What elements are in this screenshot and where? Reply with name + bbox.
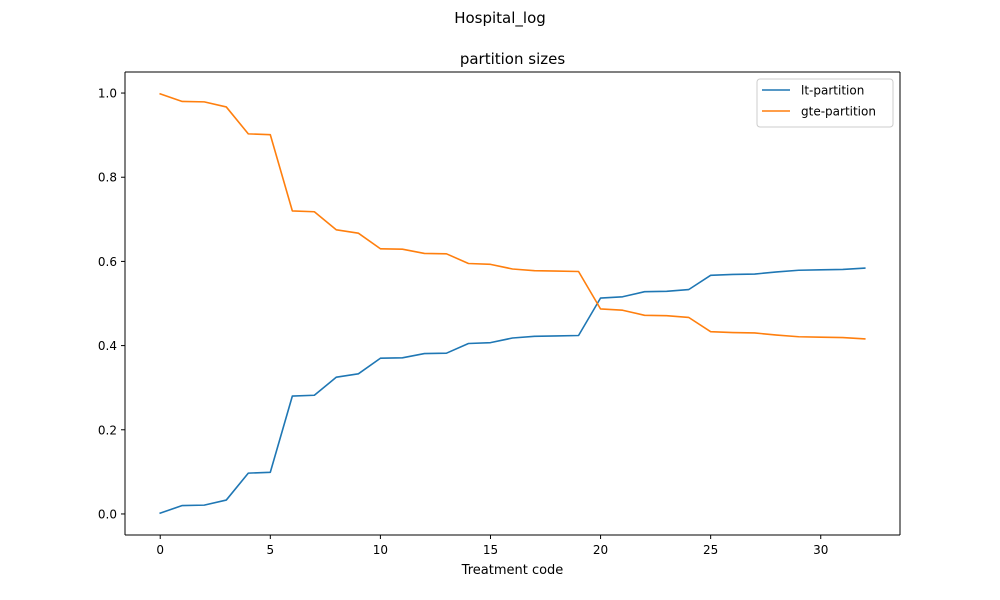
y-tick-label: 0.8 [98,171,117,185]
series-layer [159,92,866,515]
legend-box [756,78,894,128]
x-tick-label: 0 [156,543,164,557]
legend: lt-partition gte-partition [756,78,894,128]
x-axis: 0 5 10 15 20 25 30 [156,535,828,557]
figure-title: Hospital_log [454,9,546,27]
x-tick-label: 15 [483,543,498,557]
y-axis: 0.0 0.2 0.4 0.6 0.8 1.0 [98,87,125,521]
chart-title: partition sizes [460,50,566,68]
x-tick-label: 30 [813,543,828,557]
series-line-gte-partition [159,92,866,340]
legend-label-gte-partition: gte-partition [801,105,876,119]
x-tick-label: 25 [703,543,718,557]
y-tick-label: 1.0 [98,87,117,101]
x-tick-label: 20 [593,543,608,557]
plot-area [125,72,900,535]
x-tick-label: 5 [266,543,274,557]
axes-frame [124,71,901,536]
y-tick-label: 0.2 [98,423,117,437]
series-line-lt-partition [159,267,866,515]
x-axis-label: Treatment code [461,563,564,578]
y-tick-label: 0.0 [98,507,117,521]
legend-label-lt-partition: lt-partition [801,84,864,98]
y-tick-label: 0.6 [98,255,117,269]
y-tick-label: 0.4 [98,339,117,353]
x-tick-label: 10 [373,543,388,557]
